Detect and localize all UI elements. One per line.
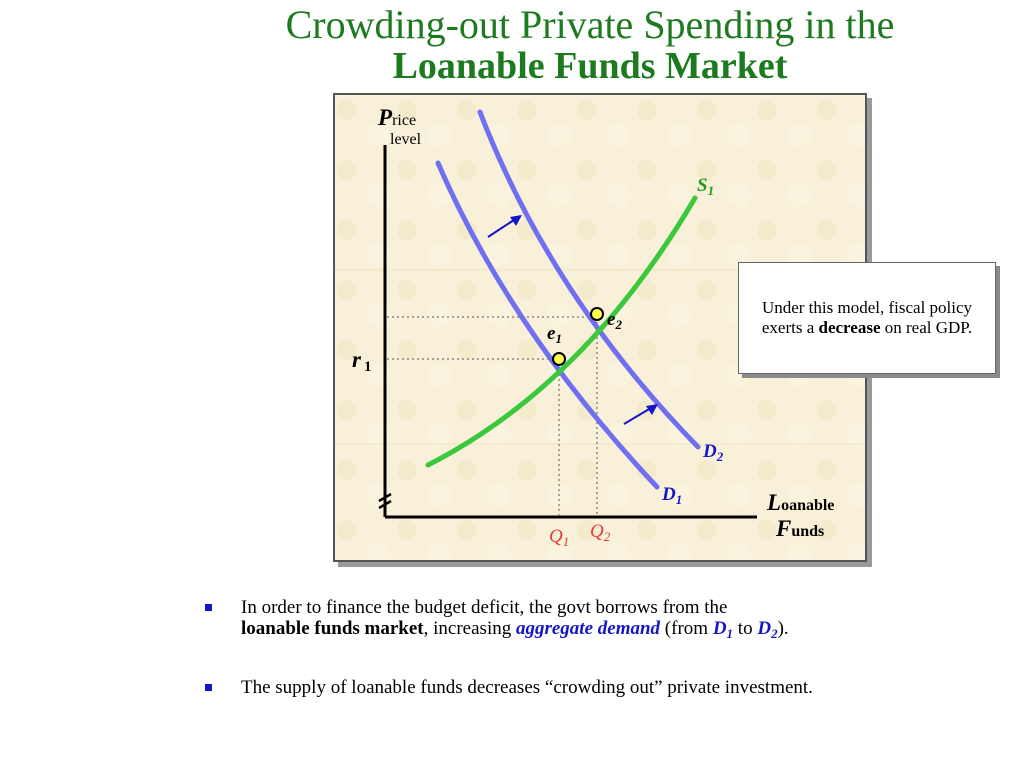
equilibrium-point-e1 <box>552 352 566 366</box>
bullet-1-aggregate-demand: aggregate demand <box>515 618 661 639</box>
bullet-item-2: The supply of loanable funds decreases “… <box>205 677 995 727</box>
bullet-marker <box>205 604 212 611</box>
d2-label: D2 <box>702 441 724 464</box>
equilibrium-point-e2 <box>590 307 604 321</box>
supply-curve-s1 <box>425 195 698 468</box>
axis-break-mark <box>378 492 392 503</box>
shift-arrow-lower <box>623 404 658 425</box>
axis-break-mark <box>378 499 392 510</box>
bullet-1-d1: D1 <box>712 618 734 641</box>
slide-title-line1: Crowding-out Private Spending in the <box>285 2 895 47</box>
callout-text: Under this model, fiscal policy exerts a… <box>745 298 989 338</box>
bullet-item-1: In order to finance the budget deficit, … <box>205 597 995 647</box>
y-axis-label: Price <box>377 105 416 130</box>
e2-label: e2 <box>607 309 622 332</box>
x-axis-label-line1: Loanable <box>766 490 834 515</box>
callout-bold-word: decrease <box>818 318 881 337</box>
callout-text-after: on real GDP. <box>884 318 973 337</box>
callout-text-before: Under this model, fiscal policy exerts a <box>761 298 973 337</box>
demand-curve-d1 <box>435 160 660 490</box>
bullet-1-part4: to <box>737 618 753 639</box>
bullet-1-bold: loanable funds market <box>241 618 424 639</box>
q2-label: Q2 <box>590 521 611 544</box>
q1-label: Q1 <box>549 526 569 549</box>
bullet-1-part3: (from <box>664 618 709 639</box>
bullet-text-2: The supply of loanable funds decreases “… <box>241 677 813 698</box>
d1-label: D1 <box>661 484 682 507</box>
bullet-1-d2: D2 <box>757 618 778 641</box>
bullet-text-1: In order to finance the budget deficit, … <box>241 597 995 644</box>
bullet-1-part1: In order to finance the budget deficit, … <box>241 597 728 618</box>
bullet-1-part2: , increasing <box>423 618 512 639</box>
bullet-marker <box>205 684 212 691</box>
y-axis-label-line2: level <box>390 131 422 148</box>
slide-title-line2: Loanable Funds Market <box>392 45 788 87</box>
shift-arrow-upper <box>487 215 522 238</box>
x-axis-label-line2: Funds <box>775 516 824 541</box>
bullet-1-part5: ). <box>777 618 789 639</box>
callout-box: Under this model, fiscal policy exerts a… <box>738 262 996 374</box>
e1-label: e1 <box>547 323 562 346</box>
s1-label: S1 <box>697 175 714 198</box>
demand-curve-d2 <box>477 109 701 450</box>
